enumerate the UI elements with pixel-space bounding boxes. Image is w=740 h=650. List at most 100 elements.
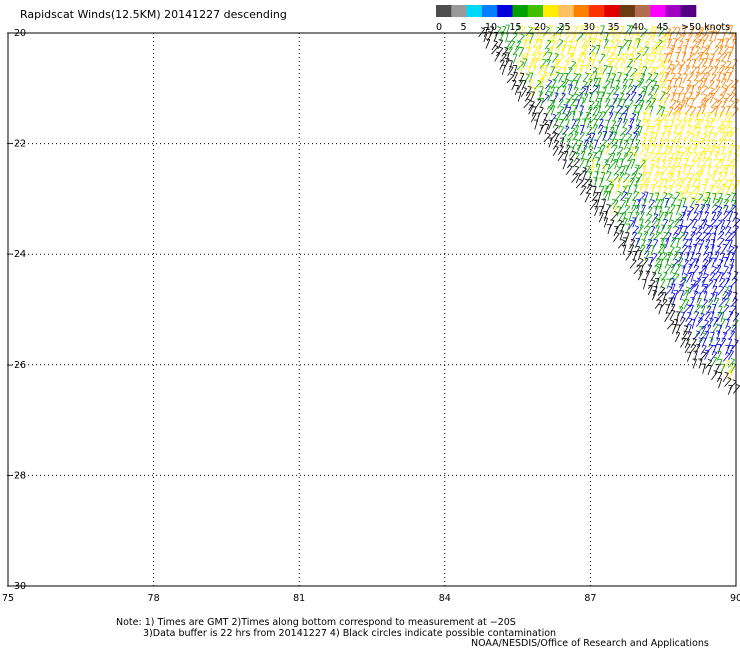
wind-barb-feather — [635, 124, 641, 127]
wind-barb-feather — [713, 316, 718, 319]
wind-barb-feather — [689, 206, 694, 209]
wind-barb-feather — [712, 356, 717, 359]
wind-barb-feather — [650, 66, 655, 69]
wind-barb-feather — [617, 190, 622, 193]
wind-barb — [638, 88, 646, 97]
wind-barb-feather — [521, 25, 526, 28]
wind-barb-feather — [623, 118, 628, 121]
wind-barb — [611, 73, 617, 84]
wind-barb — [678, 78, 683, 88]
wind-barb — [682, 74, 688, 84]
wind-barb — [692, 141, 700, 150]
wind-barb-feather — [480, 27, 485, 30]
wind-barb-feather — [696, 304, 701, 307]
wind-barb-feather — [493, 40, 498, 43]
wind-barb — [611, 140, 619, 149]
wind-barb — [608, 184, 615, 194]
wind-barb — [678, 192, 685, 201]
wind-barb-feather — [559, 125, 565, 128]
wind-barb — [501, 65, 506, 75]
wind-barb-feather — [665, 312, 671, 314]
wind-barb-feather — [670, 152, 675, 155]
wind-barb-feather — [623, 191, 628, 194]
wind-barb-feather — [626, 45, 631, 48]
wind-barb-feather — [539, 106, 544, 109]
wind-barb — [726, 152, 733, 162]
wind-barb-feather — [717, 264, 722, 267]
wind-barb — [666, 279, 671, 289]
wind-barb-feather — [522, 87, 527, 89]
wind-barb — [714, 364, 720, 374]
wind-barb-feather — [654, 84, 659, 87]
wind-barb-feather — [651, 279, 656, 282]
wind-barb — [704, 312, 711, 322]
wind-barb-feather — [629, 78, 634, 81]
wind-barb-feather — [733, 126, 738, 129]
wind-barb-feather — [510, 73, 515, 77]
wind-barb — [690, 107, 697, 117]
wind-barb — [606, 172, 612, 182]
wind-barb-feather — [711, 145, 716, 147]
wind-barb-feather — [614, 138, 619, 141]
wind-barb-feather — [694, 264, 699, 267]
legend-swatch — [451, 5, 467, 17]
wind-barb — [711, 171, 718, 181]
wind-barb — [666, 131, 672, 142]
wind-barb-feather — [582, 166, 587, 170]
wind-barb — [669, 238, 677, 248]
wind-barb — [557, 55, 565, 64]
wind-barb — [697, 243, 703, 254]
wind-barb — [606, 164, 611, 175]
wind-barb-feather — [670, 246, 675, 249]
wind-barb — [707, 365, 712, 376]
wind-barb — [662, 244, 666, 254]
wind-barb — [697, 179, 701, 190]
wind-barb-feather — [668, 193, 673, 196]
wind-barb — [694, 344, 701, 354]
wind-barb-feather — [614, 93, 619, 96]
wind-barb-feather — [712, 285, 718, 287]
wind-barb-feather — [599, 124, 604, 127]
wind-barb — [612, 86, 620, 96]
wind-barb-feather — [720, 65, 725, 67]
wind-barb — [716, 330, 721, 341]
wind-barb — [708, 220, 717, 229]
wind-barb — [622, 74, 629, 84]
wind-barb-feather — [623, 217, 628, 220]
wind-barb-feather — [662, 86, 668, 89]
wind-barb — [646, 119, 651, 130]
x-tick-label: 75 — [2, 593, 14, 604]
wind-barb-feather — [718, 139, 723, 141]
wind-barb — [575, 173, 581, 184]
wind-barb-feather — [526, 91, 531, 94]
wind-barb — [674, 120, 683, 129]
wind-barb — [688, 239, 693, 249]
wind-barb — [712, 317, 719, 328]
wind-barb-feather — [584, 72, 589, 75]
wind-barb — [716, 95, 725, 104]
wind-barb — [671, 284, 676, 294]
wind-barb-feather — [698, 337, 703, 340]
wind-barb — [589, 115, 597, 124]
legend-swatch — [665, 5, 682, 17]
wind-barb-feather — [717, 126, 722, 129]
wind-barb-feather — [539, 78, 545, 80]
wind-barb — [729, 174, 737, 183]
wind-barb — [660, 233, 668, 242]
wind-barb — [665, 139, 670, 150]
wind-barb-feather — [614, 199, 619, 202]
wind-barb — [721, 180, 729, 188]
wind-barb — [673, 227, 680, 236]
wind-barb-feather — [721, 184, 726, 186]
wind-barb — [665, 174, 673, 183]
wind-barb — [517, 80, 523, 90]
wind-barb — [562, 105, 568, 115]
wind-barb-feather — [684, 259, 689, 262]
wind-barb-feather — [627, 250, 632, 253]
wind-barb-feather — [684, 238, 689, 241]
wind-barb — [707, 158, 713, 169]
wind-barb — [652, 32, 656, 42]
wind-barb — [707, 59, 714, 69]
wind-barb-feather — [536, 52, 542, 54]
wind-barb — [668, 180, 676, 189]
